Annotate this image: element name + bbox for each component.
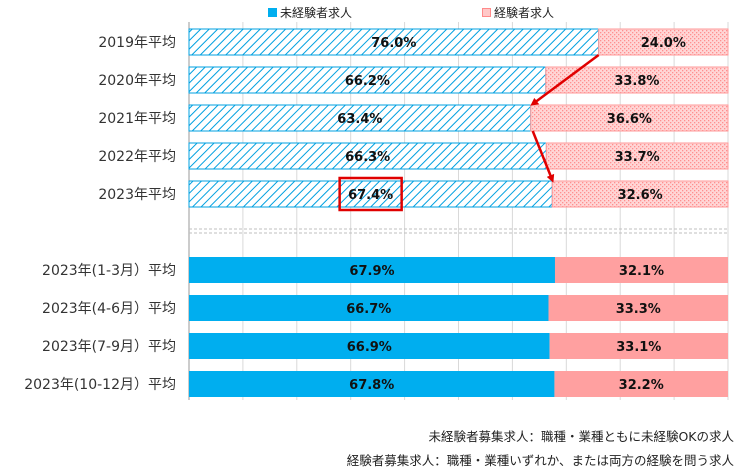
category-label: 2023年(4-6月）平均 [42,301,176,317]
category-label: 2023年(1-3月）平均 [42,263,176,279]
legend-label-experienced: 経験者求人 [494,6,555,20]
bar-inexperienced [188,66,547,94]
bar-experienced [548,295,728,321]
category-label: 2023年(10-12月）平均 [24,377,176,393]
bar-inexperienced [189,257,555,283]
bar-inexperienced [188,180,553,208]
bar-experienced [530,104,729,132]
bar-inexperienced [189,333,550,359]
data-label-inexperienced: 66.7% [346,302,391,317]
legend-swatch-inexperienced [268,8,277,17]
bar-inexperienced [189,371,555,397]
data-label-inexperienced: 66.2% [345,74,390,89]
category-label: 2022年平均 [98,149,176,165]
note-inexperienced-definition: 未経験者募集求人：職種・業種ともに未経験OKの求人 [428,429,734,444]
data-label-experienced: 33.3% [616,302,661,317]
category-label: 2020年平均 [98,73,176,89]
data-label-experienced: 32.6% [618,188,663,203]
trend-arrow-up [531,130,555,183]
highlight-box [338,176,403,212]
bar-inexperienced [188,28,600,56]
bar-experienced [554,371,728,397]
legend-swatch-experienced [482,8,491,17]
bar-experienced [545,142,729,170]
data-label-inexperienced: 66.3% [345,150,390,165]
data-label-experienced: 32.1% [619,264,664,279]
data-label-inexperienced: 66.9% [347,340,392,355]
data-label-inexperienced: 67.4% [348,188,393,203]
data-label-experienced: 24.0% [641,36,686,51]
bar-experienced [549,333,728,359]
data-label-experienced: 32.2% [619,378,664,393]
trend-arrow-down [530,53,600,106]
data-label-inexperienced: 76.0% [371,36,416,51]
data-label-inexperienced: 63.4% [337,112,382,127]
note-experienced-definition: 経験者募集求人：職種・業種いずれか、または両方の経験を問う求人 [346,453,734,468]
stacked-bar-chart: 2019年平均 76.0% 24.0% 2020年平均 66.2% 33.8% 2021年平… [24,22,729,400]
data-label-experienced: 36.6% [607,112,652,127]
bar-experienced [554,257,728,283]
data-label-inexperienced: 67.8% [349,378,394,393]
legend-inexperienced: 未経験者求人 [268,4,352,21]
bar-inexperienced [189,295,549,321]
data-label-experienced: 33.1% [616,340,661,355]
category-label: 2023年(7-9月）平均 [42,339,176,355]
bar-inexperienced [188,104,532,132]
category-label: 2021年平均 [98,111,176,127]
bar-experienced [551,180,729,208]
data-label-experienced: 33.7% [615,150,660,165]
legend-label-inexperienced: 未経験者求人 [280,6,353,20]
data-label-inexperienced: 67.9% [349,264,394,279]
data-label-experienced: 33.8% [614,74,659,89]
legend-experienced: 経験者求人 [482,4,554,21]
category-label: 2019年平均 [98,35,176,51]
category-label: 2023年平均 [98,187,176,203]
bar-experienced [598,28,729,56]
